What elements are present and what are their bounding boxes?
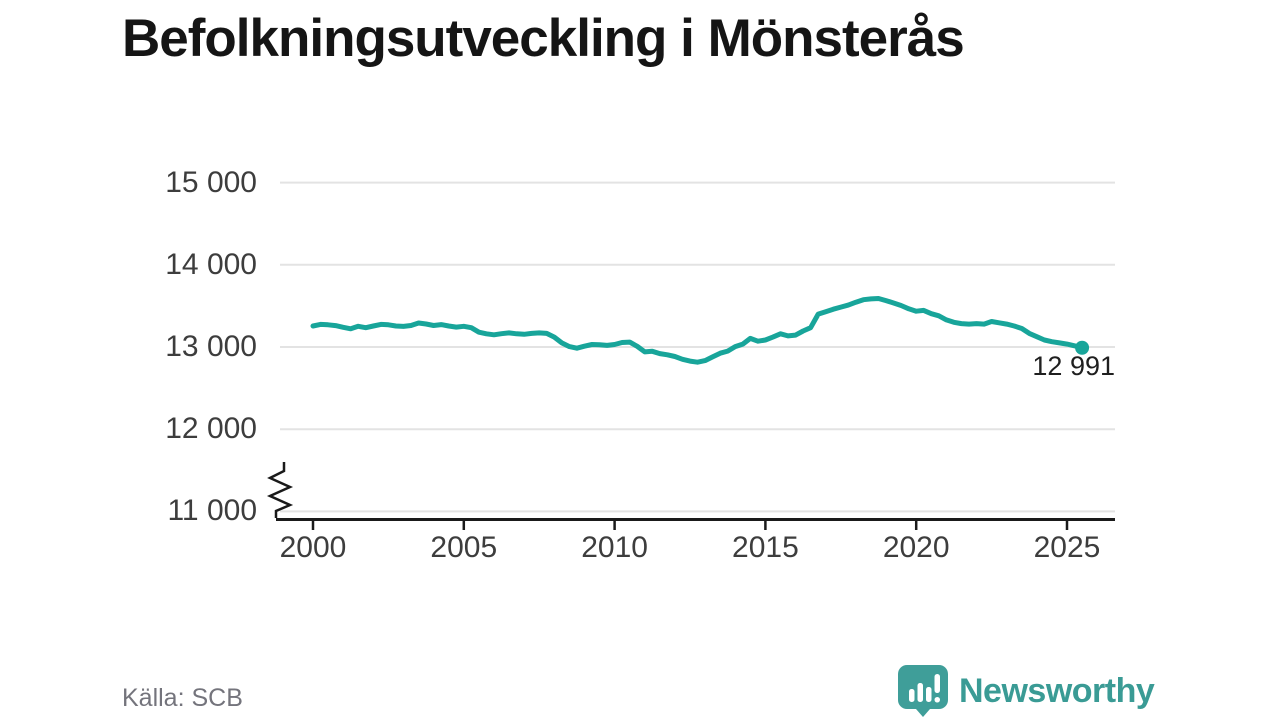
source-note: Källa: SCB bbox=[122, 684, 243, 712]
last-point-marker bbox=[1075, 340, 1090, 355]
y-tick-label: 15 000 bbox=[165, 165, 257, 199]
y-tick-label: 12 000 bbox=[165, 412, 257, 446]
x-tick-label: 2025 bbox=[1033, 531, 1101, 564]
y-axis-break-icon bbox=[266, 462, 294, 518]
page-title: Befolkningsutveckling i Mönsterås bbox=[122, 9, 965, 68]
y-tick-label: 14 000 bbox=[165, 247, 257, 281]
x-axis-tickmarks bbox=[311, 520, 1069, 530]
y-tick-label: 13 000 bbox=[165, 330, 257, 363]
x-tick-label: 2020 bbox=[882, 531, 950, 564]
x-tick-label: 2005 bbox=[430, 531, 498, 564]
brand-name: Newsworthy bbox=[959, 671, 1155, 710]
data-series bbox=[310, 296, 1090, 365]
brand-logo: Newsworthy bbox=[897, 664, 1155, 718]
x-tick-label: 2010 bbox=[581, 531, 648, 564]
last-value-annotation: 12 991 bbox=[1032, 351, 1115, 381]
gridlines bbox=[280, 181, 1115, 513]
speech-bubble-bar-chart-icon bbox=[898, 665, 948, 717]
y-tick-label: 11 000 bbox=[167, 494, 257, 528]
x-axis bbox=[266, 462, 1115, 530]
x-tick-label: 2000 bbox=[279, 531, 347, 564]
population-line bbox=[310, 296, 1085, 365]
x-tick-label: 2015 bbox=[732, 531, 799, 564]
